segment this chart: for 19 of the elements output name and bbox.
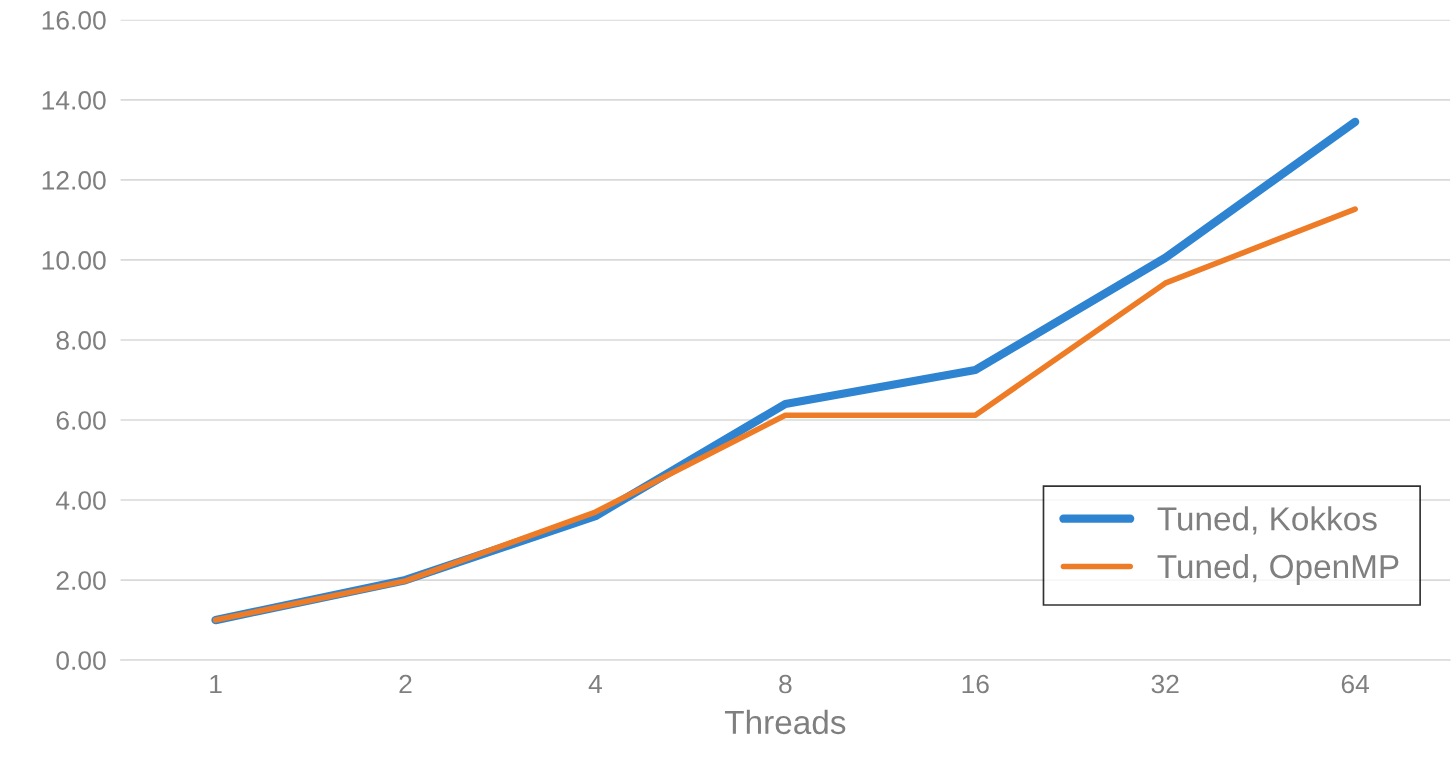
y-tick-label: 12.00 [42, 171, 106, 190]
x-tick-label: 1 [210, 674, 222, 694]
x-tick-label: 32 [1151, 674, 1179, 694]
y-tick-label: 14.00 [42, 91, 106, 110]
y-tick-label: 2.00 [56, 571, 106, 590]
y-tick-label: 4.00 [55, 491, 106, 510]
x-tick-label: 4 [588, 674, 602, 694]
legend-label: Tuned, Kokkos [1157, 506, 1377, 535]
y-tick-label: 10.00 [42, 251, 106, 270]
legend-label: Tuned, OpenMP [1157, 553, 1399, 586]
x-axis-title: Threads [724, 709, 846, 735]
x-tick-label: 16 [962, 674, 989, 694]
y-tick-label: 8.00 [56, 331, 106, 350]
x-tick-label: 8 [779, 674, 792, 694]
y-tick-label: 16.00 [42, 11, 106, 30]
x-tick-label: 64 [1341, 674, 1370, 694]
y-tick-label: 6.00 [56, 411, 106, 430]
y-tick-label: 0.00 [56, 651, 106, 670]
x-tick-label: 2 [399, 674, 412, 694]
